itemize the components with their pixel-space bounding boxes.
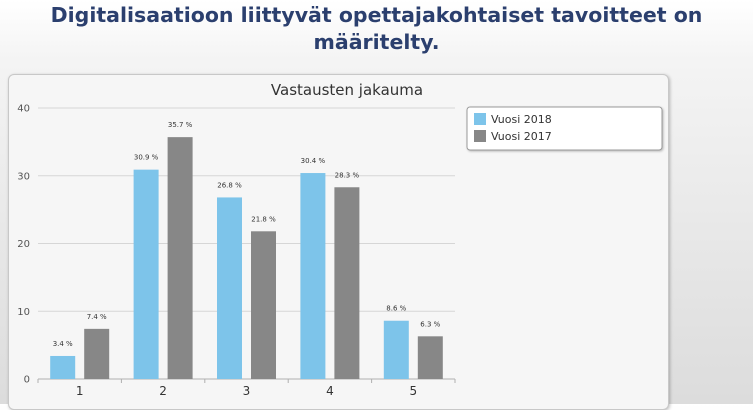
x-tick-label: 4	[326, 384, 334, 398]
chart-title: Vastausten jakauma	[271, 81, 423, 99]
y-tick-label: 0	[24, 375, 30, 386]
y-tick-label: 20	[17, 239, 30, 250]
bar	[300, 173, 326, 379]
data-label: 3.4 %	[53, 340, 73, 348]
page-title: Digitalisaatioon liittyvät opettajakohta…	[50, 3, 703, 54]
data-label: 30.9 %	[134, 154, 159, 162]
data-label: 8.6 %	[386, 305, 406, 313]
bar	[251, 231, 276, 379]
legend[interactable]: Vuosi 2018 Vuosi 2017	[466, 106, 663, 151]
data-labels: 3.4 % 30.9 % 26.8 % 30.4 % 8.6 % 7.4 % 35.7 % 2…	[53, 121, 441, 348]
chart-panel: Vastausten jakauma 0 10 20 30 40 1 2 3 4 5 3.4 % 3…	[8, 74, 669, 410]
data-label: 30.4 %	[301, 157, 326, 165]
data-label: 7.4 %	[87, 313, 107, 321]
data-label: 6.3 %	[420, 320, 440, 328]
bar	[84, 328, 110, 379]
bar	[383, 320, 409, 379]
grid-lines	[38, 107, 455, 312]
legend-swatch	[474, 130, 486, 142]
axes: 0 10 20 30 40 1 2 3 4 5	[17, 104, 456, 398]
data-label: 28.3 %	[335, 171, 360, 179]
legend-swatch	[474, 113, 486, 125]
legend-box	[466, 106, 663, 151]
y-tick-label: 40	[17, 104, 30, 115]
y-tick-label: 30	[17, 171, 30, 182]
data-label: 35.7 %	[168, 121, 193, 129]
bar	[334, 187, 360, 379]
x-tick-label: 1	[76, 384, 84, 398]
x-tick-label: 5	[409, 384, 417, 398]
bar	[417, 336, 443, 379]
legend-item-label: Vuosi 2017	[491, 130, 552, 143]
x-tick-label: 2	[159, 384, 167, 398]
bar	[50, 355, 76, 379]
bar	[217, 197, 242, 379]
y-tick-label: 10	[17, 307, 30, 318]
data-label: 26.8 %	[217, 181, 242, 189]
bar	[133, 169, 159, 379]
bars	[50, 137, 443, 379]
x-tick-label: 3	[243, 384, 251, 398]
legend-item-label: Vuosi 2018	[491, 113, 552, 126]
data-label: 21.8 %	[251, 215, 276, 223]
bar	[167, 137, 193, 379]
